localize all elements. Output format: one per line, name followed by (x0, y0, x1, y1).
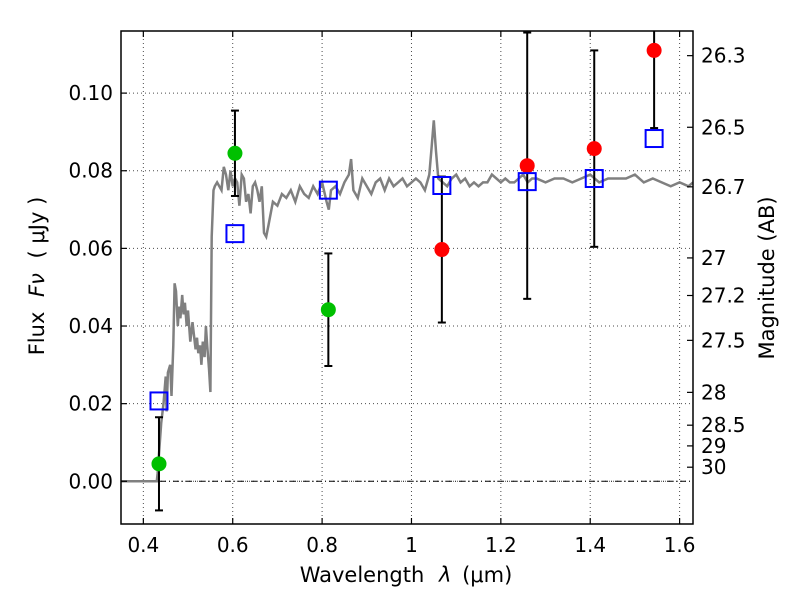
model-photometry-point (432, 175, 452, 195)
model-sed-line (121, 120, 693, 483)
observed-flux-point (227, 145, 243, 161)
magnitude-tick-label: 29 (701, 434, 726, 458)
x-axis-label: Wavelength λ (μm) (300, 563, 513, 587)
y-axis-label-unit: ( μJy ) (25, 197, 49, 259)
model-photometry-point (517, 172, 537, 192)
y-tick-label: 0.02 (68, 392, 113, 416)
plot-area (121, 31, 693, 512)
observed-flux-point (646, 42, 662, 58)
y-tick-label: 0.00 (68, 469, 113, 493)
observed-flux-point (151, 456, 167, 472)
observed-flux-point (320, 302, 336, 318)
observed-flux-point (434, 242, 450, 258)
y-axis-label-symbol: Fν (25, 273, 49, 297)
magnitude-tick-label: 28.5 (701, 413, 746, 437)
y-tick-label: 0.08 (68, 159, 113, 183)
y-axis-label-text: Flux (25, 312, 49, 356)
x-axis-label-unit: (μm) (462, 563, 512, 587)
model-photometry-point (318, 180, 338, 200)
x-tick-label: 0.8 (306, 533, 338, 557)
model-photometry-point (584, 169, 604, 189)
observed-flux-point (519, 158, 535, 174)
model-photometry-point (225, 224, 245, 244)
x-tick-label: 0.6 (217, 533, 249, 557)
magnitude-tick-label: 27.5 (701, 328, 746, 352)
y-tick-label: 0.10 (68, 81, 113, 105)
magnitude-axis-label: Magnitude (AB) (755, 196, 779, 359)
plot-frame (120, 30, 694, 525)
grid-lines (121, 31, 693, 524)
y-tick-label: 0.04 (68, 314, 113, 338)
axis-ticks (121, 31, 693, 524)
model-photometry-point (149, 391, 169, 411)
x-tick-label: 1.2 (485, 533, 517, 557)
magnitude-tick-label: 26.7 (701, 175, 746, 199)
magnitude-tick-label: 30 (701, 455, 726, 479)
magnitude-tick-label: 28 (701, 380, 726, 404)
x-axis-label-symbol: λ (438, 563, 451, 587)
x-tick-label: 1 (405, 533, 418, 557)
x-axis-label-text: Wavelength (300, 563, 425, 587)
y-axis-label: Flux Fν ( μJy ) (25, 197, 49, 356)
magnitude-tick-label: 26.3 (701, 44, 746, 68)
observed-flux-point (586, 141, 602, 157)
x-tick-label: 0.4 (127, 533, 159, 557)
x-tick-label: 1.6 (664, 533, 696, 557)
magnitude-tick-label: 27.2 (701, 284, 746, 308)
model-photometry-point (644, 129, 664, 149)
x-tick-label: 1.4 (574, 533, 606, 557)
y-tick-label: 0.06 (68, 236, 113, 260)
magnitude-tick-label: 27 (701, 246, 726, 270)
magnitude-tick-label: 26.5 (701, 115, 746, 139)
